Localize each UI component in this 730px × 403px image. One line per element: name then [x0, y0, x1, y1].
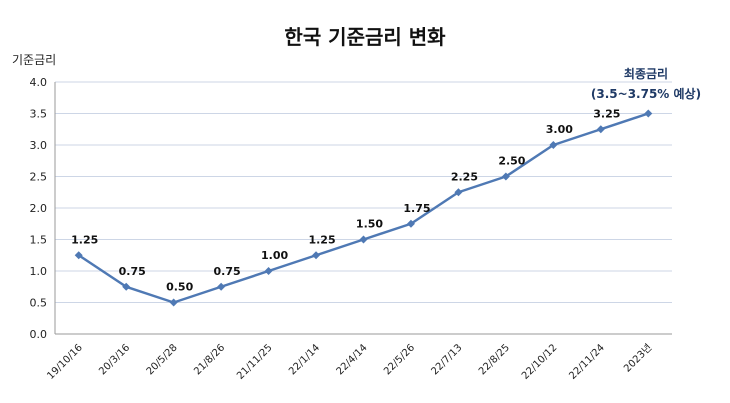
y-tick-label: 1.5 — [30, 234, 48, 247]
data-label: 1.25 — [71, 233, 98, 246]
y-tick-label: 0.5 — [30, 297, 48, 310]
x-tick-label: 2023년 — [621, 342, 654, 375]
chart-title: 한국 기준금리 변화 — [284, 25, 446, 49]
x-tick-label: 22/1/14 — [287, 342, 322, 377]
data-points — [74, 109, 653, 307]
axes — [54, 82, 672, 335]
data-point — [644, 109, 653, 118]
y-tick-label: 2.5 — [30, 171, 48, 184]
annotation-line1: 최종금리 — [624, 66, 668, 81]
y-tick-label: 2.0 — [30, 202, 48, 215]
x-tick-label: 22/5/26 — [382, 342, 417, 377]
data-label: 2.50 — [498, 155, 525, 168]
data-point — [169, 298, 178, 307]
data-point — [454, 188, 463, 197]
data-point — [549, 141, 558, 149]
data-point — [264, 267, 273, 275]
x-tick-label: 19/10/16 — [45, 342, 85, 382]
data-label: 0.50 — [166, 281, 193, 294]
data-point — [74, 251, 83, 260]
y-tick-label: 4.0 — [30, 76, 48, 89]
data-label: 3.00 — [546, 123, 573, 136]
x-tick-label: 21/11/25 — [235, 342, 275, 382]
data-label: 0.75 — [119, 265, 146, 278]
annotation-line2: (3.5~3.75% 예상) — [591, 86, 701, 101]
data-label: 2.25 — [451, 170, 478, 183]
x-tick-label: 20/5/28 — [145, 342, 180, 377]
data-point — [501, 172, 510, 181]
data-label: 1.50 — [356, 218, 383, 231]
x-tick-label: 22/7/13 — [429, 342, 464, 377]
y-tick-label: 3.5 — [30, 108, 48, 121]
data-label: 1.75 — [403, 202, 430, 215]
x-tick-label: 22/8/25 — [477, 342, 512, 377]
data-point — [359, 235, 368, 244]
x-tick-label: 22/11/24 — [567, 342, 607, 382]
y-tick-labels: 0.0 0.5 1.0 1.5 2.0 2.5 3.0 3.5 4.0 — [30, 76, 48, 341]
y-tick-label: 3.0 — [30, 139, 48, 152]
data-point — [406, 219, 415, 228]
x-tick-label: 20/3/16 — [97, 342, 132, 377]
x-tick-label: 22/4/14 — [335, 342, 370, 377]
y-tick-label: 0.0 — [30, 328, 48, 341]
y-tick-label: 1.0 — [30, 265, 48, 278]
data-point — [596, 125, 605, 134]
data-point — [312, 251, 321, 260]
data-point — [122, 282, 131, 291]
x-tick-label: 21/8/26 — [192, 342, 227, 377]
y-axis-label: 기준금리 — [12, 53, 56, 67]
data-label: 1.25 — [308, 233, 335, 246]
data-label: 0.75 — [214, 265, 241, 278]
data-point — [217, 282, 226, 291]
data-labels: 1.25 0.75 0.50 0.75 1.00 1.25 1.50 1.75 2.25 2.50… — [71, 107, 620, 293]
data-label: 1.00 — [261, 249, 288, 262]
data-label: 3.25 — [593, 107, 620, 120]
x-tick-labels: 19/10/16 20/3/16 20/5/28 21/8/26 21/11/25 22/… — [45, 342, 654, 382]
x-tick-label: 22/10/12 — [520, 342, 560, 382]
grid-lines — [55, 81, 672, 303]
